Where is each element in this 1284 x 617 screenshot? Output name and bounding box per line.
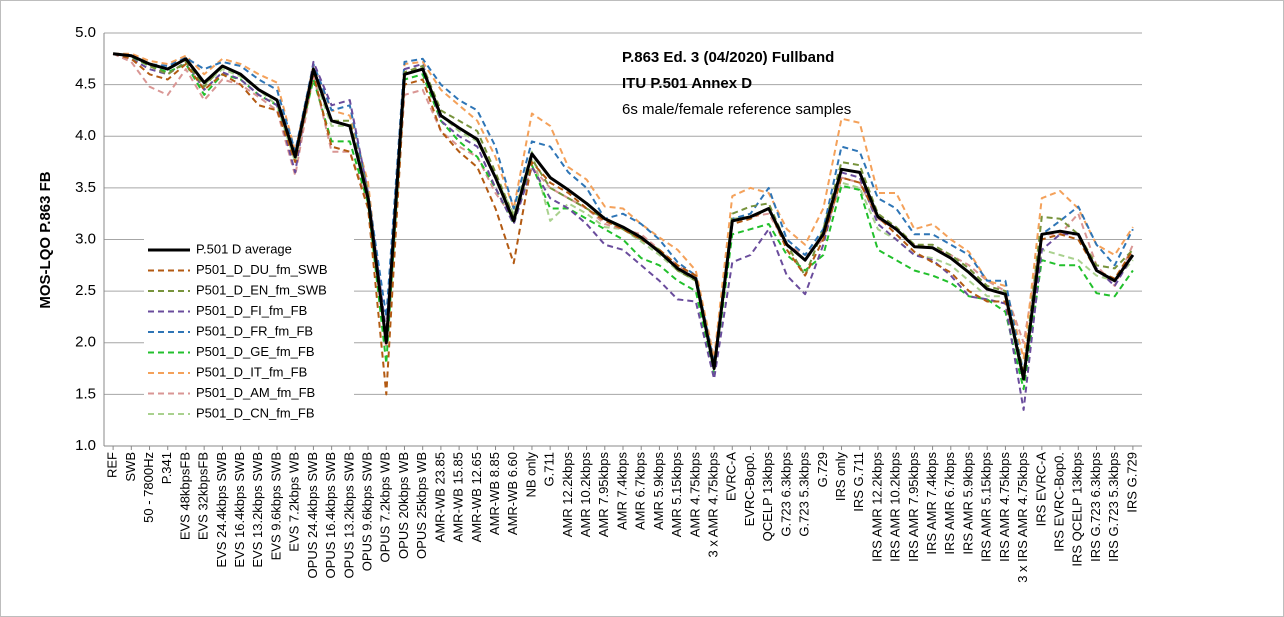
x-tick-label: OPUS 9.6kbps SWB (359, 452, 374, 571)
x-tick-label: AMR 4.75kbps (687, 452, 702, 538)
x-tick-label: OPUS 24.4kbps SWB (305, 452, 320, 578)
legend-label: P501_D_FI_fm_FB (196, 303, 307, 318)
y-tick-label: 2.5 (75, 282, 96, 299)
y-tick-label: 1.0 (75, 437, 96, 454)
x-tick-label: IRS AMR 6.7kbps (942, 452, 957, 555)
y-tick-label: 3.0 (75, 230, 96, 247)
x-tick-label: IRS G.711 (851, 452, 866, 512)
x-tick-label: AMR 10.2kbps (578, 452, 593, 538)
x-tick-label: 3 x IRS AMR 4.75kbps (1015, 452, 1030, 583)
x-tick-label: IRS AMR 7.4kbps (924, 452, 939, 555)
x-tick-label: IRS G.729 (1124, 452, 1139, 513)
x-tick-label: G.723 6.3kbps (778, 452, 793, 537)
y-tick-label: 4.0 (75, 127, 96, 144)
x-tick-label: 50 - 7800Hz (141, 452, 156, 523)
x-tick-label: EVS 13.2kbps SWB (250, 452, 265, 568)
x-tick-label: P.341 (159, 452, 174, 484)
x-tick-label: EVS 9.6kbps SWB (268, 452, 283, 560)
x-tick-label: EVS 32kbpsFB (196, 452, 211, 540)
x-tick-label: G.723 5.3kbps (797, 452, 812, 537)
line-series (112, 52, 1134, 396)
x-tick-label: EVS 16.4kbps SWB (232, 452, 247, 568)
x-tick-label: IRS AMR 5.15kbps (979, 452, 994, 562)
x-tick-label: IRS AMR 12.2kbps (869, 452, 884, 562)
x-tick-label: IRS AMR 4.75kbps (997, 452, 1012, 562)
x-tick-label: OPUS 20kbps WB (396, 452, 411, 559)
legend-label: P501_D_IT_fm_FB (196, 364, 307, 379)
x-tick-label: AMR-WB 12.65 (469, 452, 484, 542)
x-tick-label: 3 x AMR 4.75kbps (705, 452, 720, 558)
x-tick-label: IRS only (833, 452, 848, 502)
x-tick-label: G.729 (815, 452, 830, 487)
x-tick-label: EVS 7.2kbps WB (287, 452, 302, 552)
x-tick-label: NB only (523, 452, 538, 498)
x-tick-label: AMR 6.7kbps (633, 452, 648, 531)
x-tick-label: OPUS 7.2kbps WB (378, 452, 393, 563)
x-tick-label: IRS AMR 10.2kbps (888, 452, 903, 562)
legend-label: P501_D_CN_fm_FB (196, 405, 315, 420)
x-tick-label: AMR-WB 23.85 (432, 452, 447, 542)
legend-label: P501_D_AM_fm_FB (196, 385, 315, 400)
x-tick-label: OPUS 13.2kbps SWB (341, 452, 356, 578)
line-series (112, 52, 1134, 360)
x-tick-label: OPUS 16.4kbps SWB (323, 452, 338, 578)
x-tick-label: EVS 24.4kbps SWB (214, 452, 229, 568)
y-tick-label: 5.0 (75, 24, 96, 41)
x-tick-label: OPUS 25kbps WB (414, 452, 429, 559)
line-series (112, 52, 1135, 381)
y-tick-label: 2.0 (75, 334, 96, 351)
x-tick-label: IRS AMR 5.9kbps (960, 452, 975, 555)
legend-label: P501_D_GE_fm_FB (196, 344, 315, 359)
y-axis-title: MOS-LQO P.863 FB (37, 171, 54, 308)
x-tick-label: AMR-WB 6.60 (505, 452, 520, 535)
x-tick-label: IRS G.723 5.3kbps (1106, 452, 1121, 562)
x-tick-label: AMR-WB 8.85 (487, 452, 502, 535)
y-tick-label: 1.5 (75, 385, 96, 402)
line-series (112, 52, 1134, 383)
x-tick-label: QCELP 13kbps (760, 452, 775, 542)
x-tick-label: IRS EVRC-Bop0. (1051, 452, 1066, 552)
x-tick-label: IRS AMR 7.95kbps (906, 452, 921, 562)
x-tick-label: IRS EVRC-A (1033, 452, 1048, 527)
y-tick-label: 4.5 (75, 76, 96, 93)
y-tick-label: 3.5 (75, 179, 96, 196)
annotation: ITU P.501 Annex D (622, 75, 752, 92)
line-series (112, 52, 1134, 375)
annotation: 6s male/female reference samples (622, 101, 851, 118)
x-tick-label: AMR 5.15kbps (669, 452, 684, 538)
x-tick-label: EVRC-Bop0. (742, 452, 757, 526)
x-tick-label: G.711 (542, 452, 557, 486)
legend-label: P.501 D average (196, 241, 292, 256)
x-tick-label: AMR 7.95kbps (596, 452, 611, 538)
x-tick-label: AMR 12.2kbps (560, 452, 575, 538)
x-tick-label: SWB (123, 452, 138, 482)
legend-label: P501_D_DU_fm_SWB (196, 262, 328, 277)
x-tick-label: EVRC-A (724, 452, 739, 501)
x-tick-label: EVS 48kbpsFB (177, 452, 192, 540)
line-series (113, 52, 1134, 360)
legend-label: P501_D_FR_fm_FB (196, 323, 313, 338)
x-tick-label: AMR 5.9kbps (651, 452, 666, 531)
x-tick-label: REF (105, 452, 120, 478)
x-tick-label: AMR-WB 15.85 (451, 452, 466, 542)
annotation: P.863 Ed. 3 (04/2020) Fullband (622, 49, 834, 66)
x-tick-label: IRS G.723 6.3kbps (1088, 452, 1103, 562)
x-tick-label: IRS QCELP 13kbps (1070, 452, 1085, 567)
legend-label: P501_D_EN_fm_SWB (196, 282, 327, 297)
x-tick-label: AMR 7.4kbps (614, 452, 629, 531)
